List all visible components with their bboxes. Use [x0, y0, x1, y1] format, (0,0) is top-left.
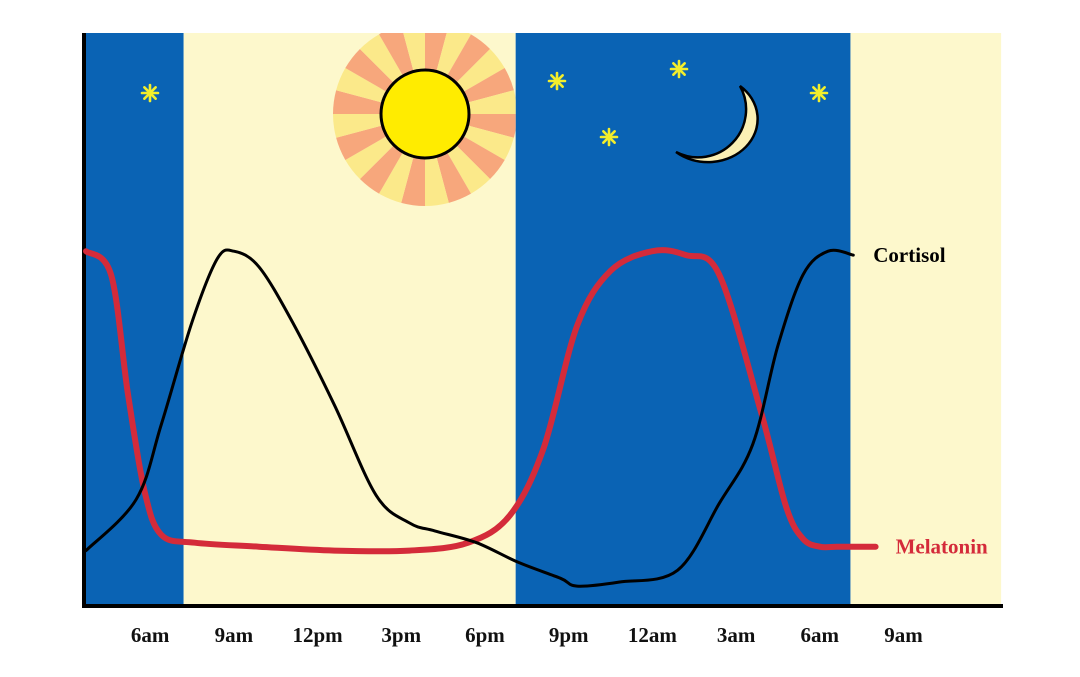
crescent-moon-icon — [675, 84, 759, 164]
cortisol-line — [84, 248, 855, 588]
star-icon — [140, 83, 160, 103]
axes — [82, 33, 1003, 608]
series-lines — [83, 247, 879, 588]
star-icon — [547, 71, 567, 91]
x-tick-label: 12pm — [292, 623, 343, 647]
day-night-bands — [86, 33, 1002, 604]
x-tick-label: 6am — [801, 623, 840, 647]
star-icon — [599, 127, 619, 147]
cortisol-label: Cortisol — [873, 243, 945, 267]
sun-icon — [333, 33, 516, 206]
x-axis-ticks: 6am 9am 12pm 3pm 6pm 9pm 12am 3am 6am 9am — [131, 623, 923, 647]
star-icon — [669, 59, 689, 79]
x-tick-label: 12am — [628, 623, 678, 647]
x-tick-label: 6am — [131, 623, 170, 647]
x-tick-label: 6pm — [465, 623, 505, 647]
x-tick-label: 3am — [717, 623, 756, 647]
x-tick-label: 9pm — [549, 623, 589, 647]
series-labels: Melatonin Cortisol — [873, 243, 988, 559]
x-tick-label: 9am — [215, 623, 254, 647]
melatonin-label: Melatonin — [896, 535, 988, 559]
stars — [140, 59, 829, 147]
melatonin-line — [83, 247, 879, 555]
night-band-0 — [86, 33, 184, 604]
day-band-3 — [850, 33, 1002, 604]
night-band-2 — [515, 33, 851, 604]
star-icon — [809, 83, 829, 103]
x-tick-label: 9am — [884, 623, 923, 647]
x-tick-label: 3pm — [381, 623, 421, 647]
